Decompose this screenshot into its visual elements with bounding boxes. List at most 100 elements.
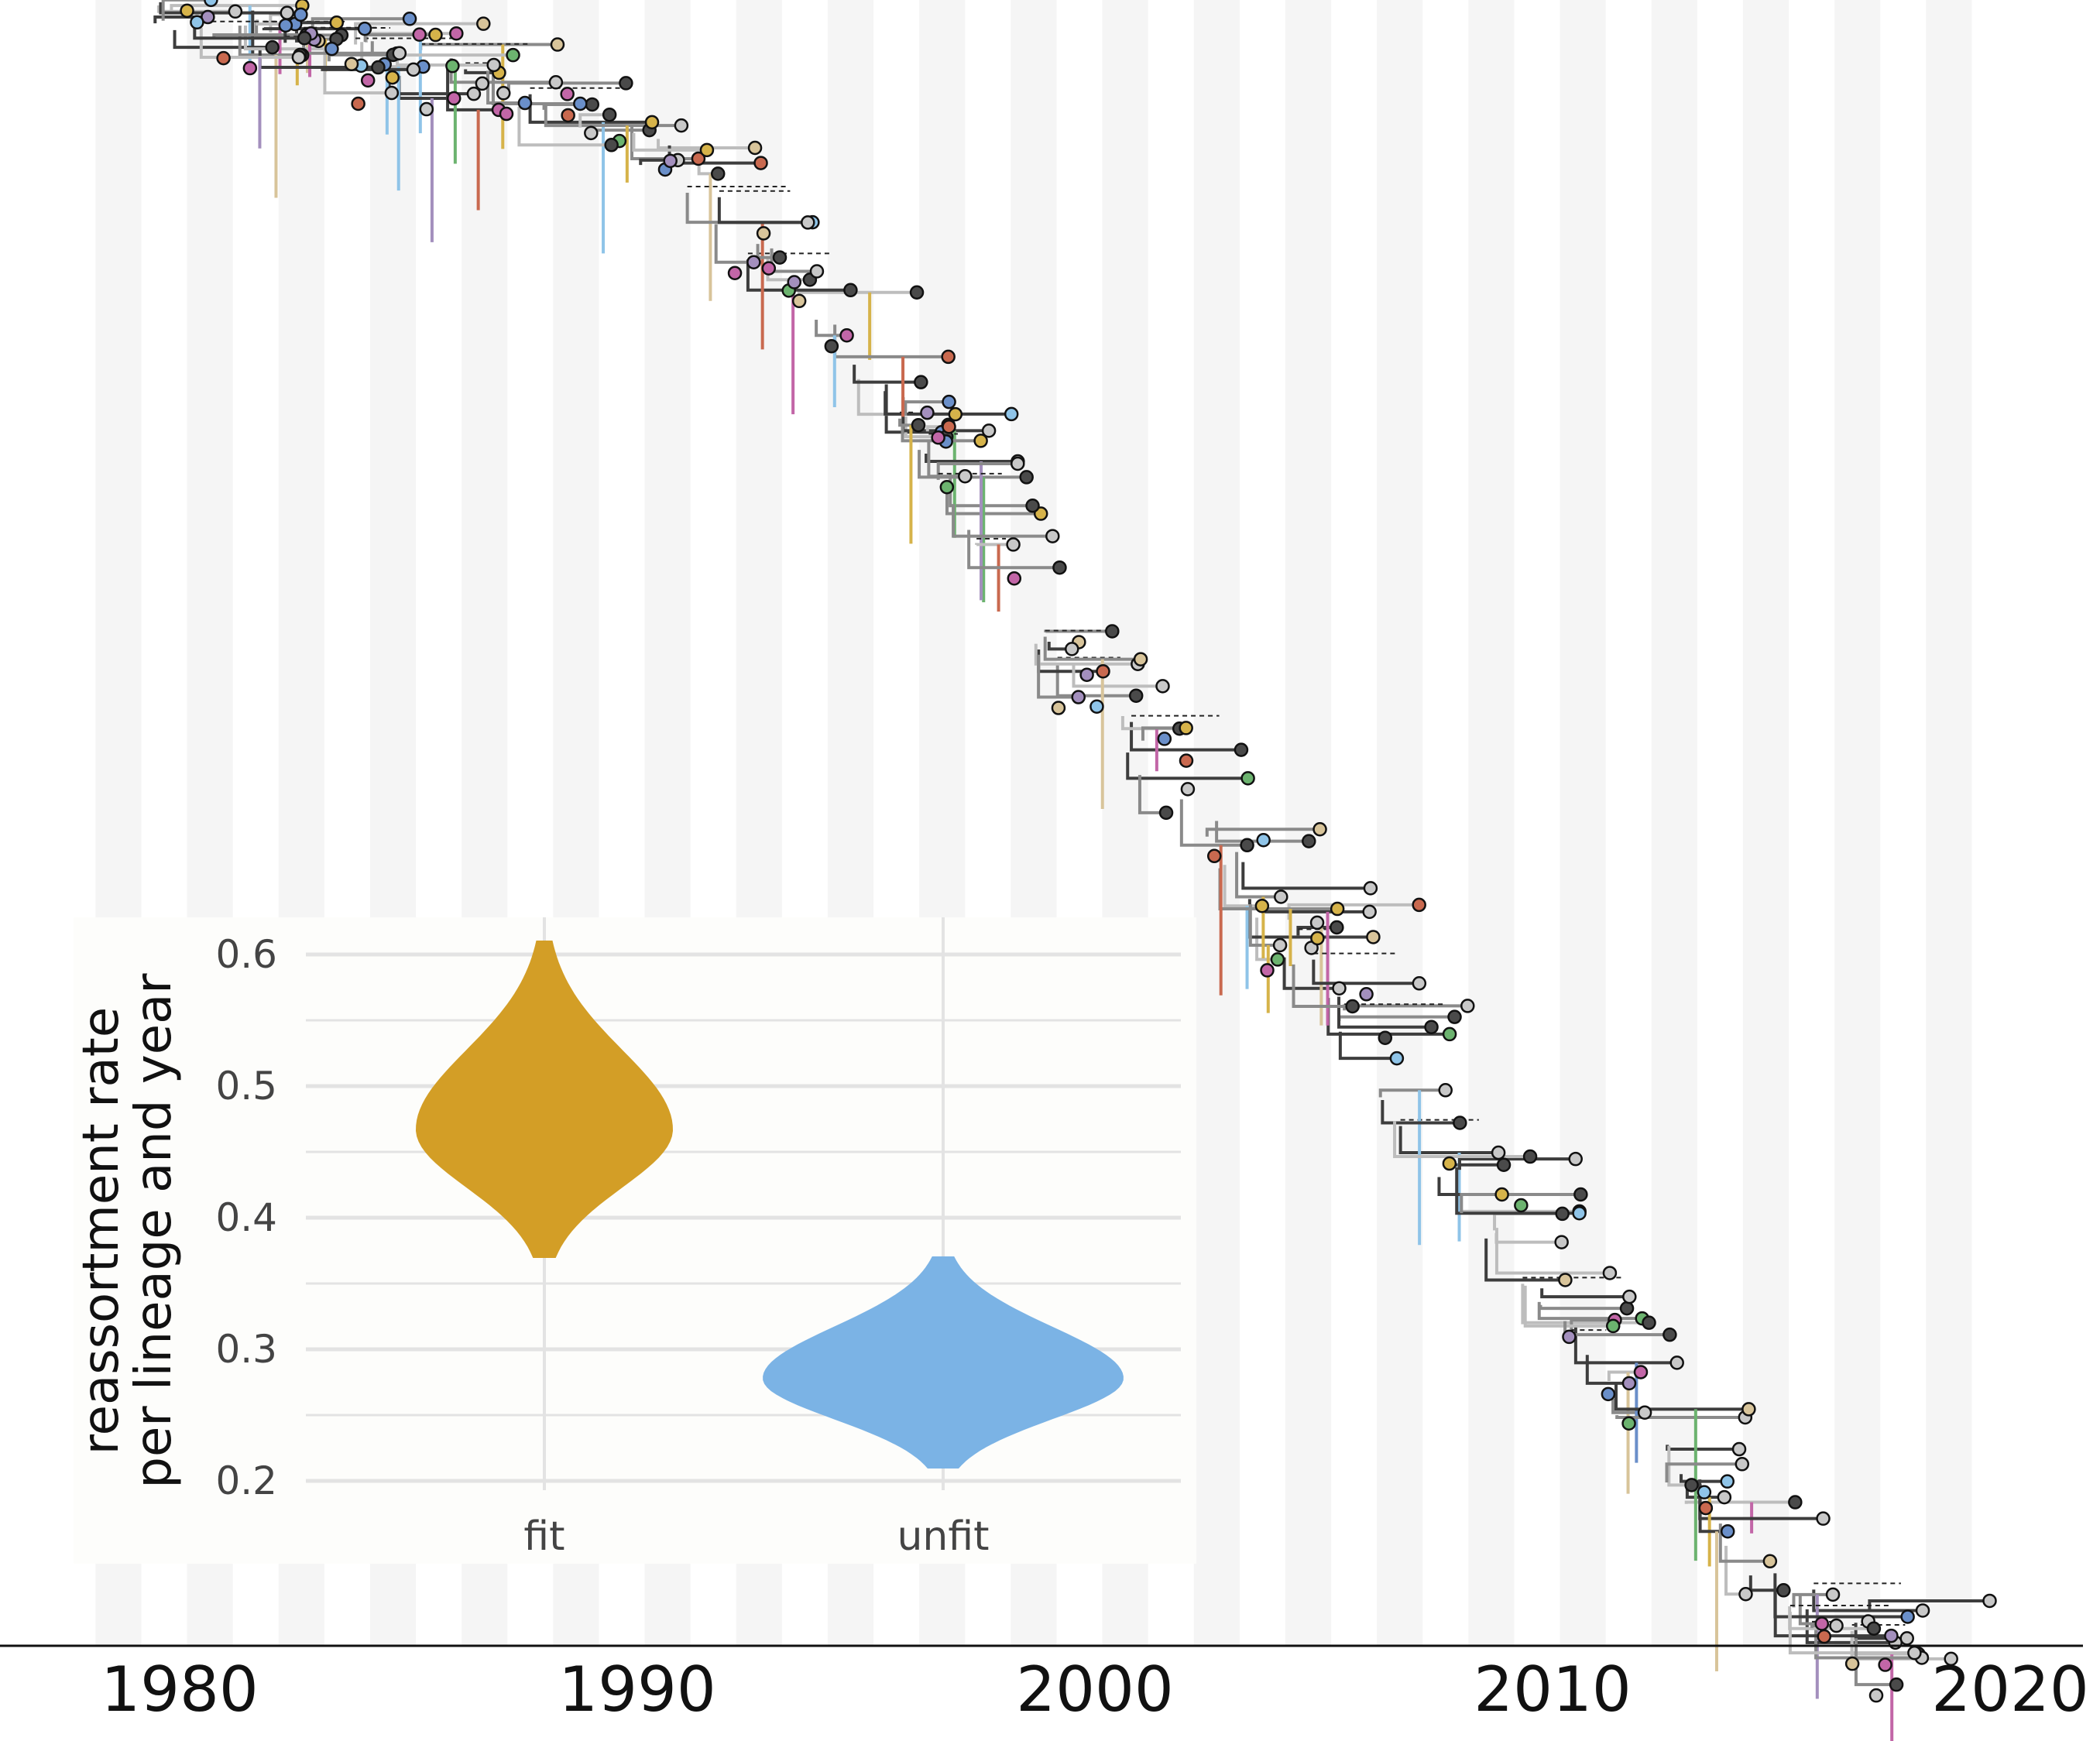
tree-tip [1496, 1157, 1512, 1172]
tree-tip [1684, 1478, 1699, 1493]
tree-branch [1241, 862, 1371, 890]
tree-tip [1362, 904, 1377, 920]
tree-tip [1491, 1145, 1506, 1160]
tree-tip [280, 5, 295, 20]
tree-branch [918, 450, 1027, 479]
tree-tip [843, 283, 858, 298]
tree-tip [1602, 1266, 1618, 1280]
tree-tip [1412, 897, 1426, 913]
tree-tip [1605, 1318, 1621, 1334]
tree-tip [1240, 838, 1254, 853]
y-tick-label: 0.3 [215, 1327, 277, 1372]
tree-tip [1573, 1187, 1588, 1202]
tree-tip [242, 60, 258, 76]
tree-tip [1096, 663, 1110, 679]
tree-branch [193, 27, 305, 40]
tree-tip [1944, 1651, 1958, 1667]
tree-branch [1393, 1121, 1531, 1159]
tree-branch [1378, 1088, 1446, 1098]
tree-tip [1105, 624, 1120, 639]
tree-tip [839, 327, 854, 343]
tree-tip [1669, 1355, 1684, 1370]
x-tick-label: 2000 [1016, 1654, 1174, 1726]
tree-tip [1816, 1511, 1831, 1526]
tree-tip [447, 91, 462, 106]
tree-tip [619, 76, 633, 91]
tree-tip [1378, 1030, 1393, 1045]
tree-tip [1442, 1026, 1457, 1042]
tree-branch [161, 0, 211, 21]
tree-tip [324, 41, 339, 57]
tree-tip [942, 394, 956, 410]
tree-branch [1126, 752, 1248, 780]
tree-tip [573, 96, 588, 111]
tree-tip [1889, 1677, 1904, 1692]
tree-tip [939, 479, 955, 495]
tree-branch [1718, 1523, 1770, 1563]
tree-tip [1621, 1416, 1636, 1431]
tree-branch [1455, 1167, 1580, 1215]
tree-tip [1442, 1156, 1457, 1171]
violin-inset: 0.2 0.3 0.4 0.5 0.6 fit unfit reassortment ra… [73, 917, 1196, 1564]
tree-branch [544, 105, 681, 128]
tree-tip [914, 375, 928, 389]
tree-tip [911, 417, 926, 433]
tree-branch [1585, 1355, 1629, 1385]
tree-branch [262, 27, 365, 31]
tree-tip [824, 338, 839, 354]
tree-branch [1812, 1589, 1923, 1612]
tree-branch [952, 504, 1053, 538]
tree-tip [1814, 1616, 1830, 1631]
tree-branch [1667, 1445, 1692, 1487]
tree-tip [1274, 889, 1288, 904]
tree-tip [1424, 1020, 1439, 1034]
tree-tip [674, 118, 689, 133]
tree-branch [1684, 1500, 1796, 1504]
y-tick-label: 0.5 [215, 1064, 277, 1109]
tree-tip [385, 70, 400, 85]
tree-tip [1256, 833, 1271, 848]
violin-fit [415, 941, 674, 1258]
tree-branch [354, 22, 484, 45]
year-band [1651, 0, 1697, 1646]
tree-tip [449, 26, 464, 41]
tree-tip [1007, 571, 1022, 586]
year-band [1926, 0, 1972, 1646]
tree-tip [406, 62, 421, 77]
tree-branch [159, 2, 287, 15]
tree-tip [1900, 1609, 1915, 1624]
violins [415, 941, 1124, 1469]
y-tick-label: 0.6 [215, 932, 277, 977]
tree-tip [1619, 1301, 1635, 1316]
tree-tip [1844, 1656, 1860, 1671]
tree-tip [1460, 999, 1475, 1013]
tree-tip [1438, 1083, 1453, 1098]
tree-branch [517, 106, 612, 147]
tree-tip [958, 468, 973, 484]
tree-branch [717, 197, 808, 224]
tree-tip [1079, 667, 1094, 682]
x-tick-label: 1990 [558, 1654, 716, 1726]
tree-branch [1805, 1609, 1896, 1644]
tree-tip [506, 47, 520, 63]
tree-tip [1128, 688, 1144, 703]
category-label: unfit [897, 1513, 989, 1560]
tree-branch [901, 423, 981, 443]
tree-branch [1523, 1285, 1614, 1328]
year-band [1377, 0, 1423, 1646]
tree-branch [1292, 964, 1353, 1009]
tree-tip [486, 57, 501, 73]
tree-tip [412, 27, 427, 42]
tree-tip [981, 423, 997, 438]
tree-tip [1179, 753, 1194, 768]
tree-branch [1130, 721, 1241, 752]
tree-branch [925, 454, 1018, 464]
tree-tip [1302, 834, 1316, 848]
tree-branch [1724, 1545, 1746, 1596]
tree-tip [1019, 470, 1034, 485]
tree-tip [663, 153, 678, 169]
tree-tip [1309, 915, 1325, 930]
tree-tip [1179, 721, 1193, 735]
tree-tip [228, 4, 243, 19]
tree-tip [1698, 1500, 1714, 1516]
